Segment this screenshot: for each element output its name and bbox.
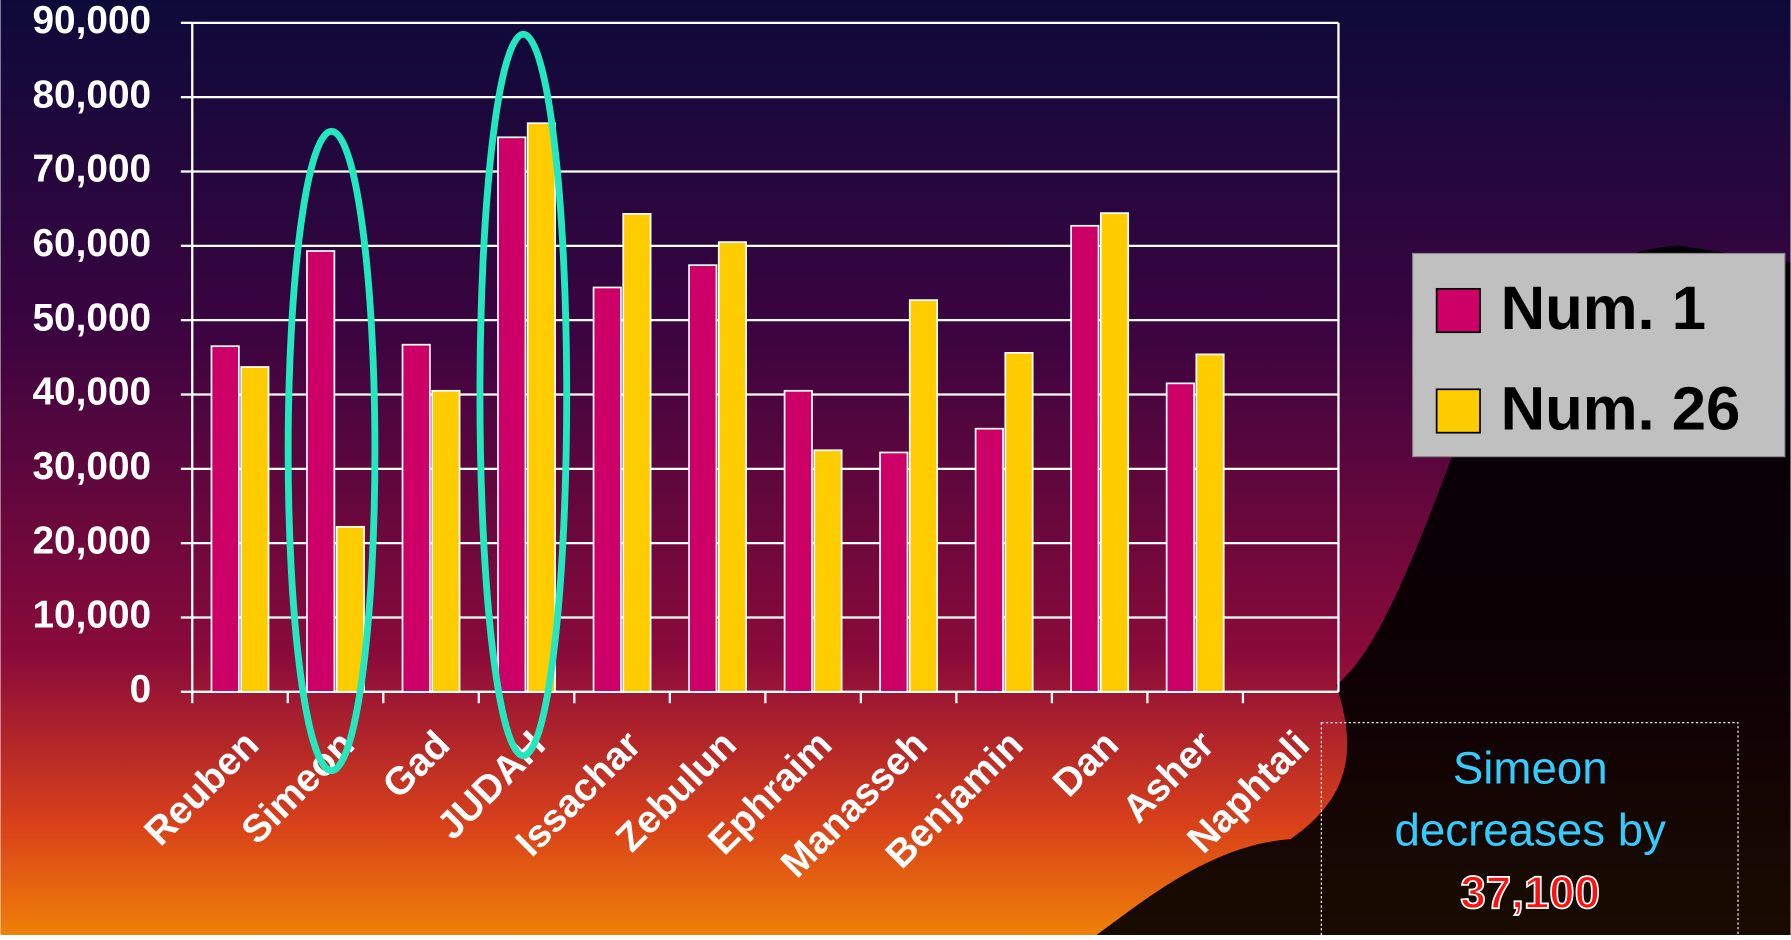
legend-label: Num. 26 bbox=[1501, 375, 1741, 444]
y-tick-label: 0 bbox=[130, 668, 152, 711]
y-tick-label: 30,000 bbox=[32, 445, 151, 488]
y-tick-label: 40,000 bbox=[32, 371, 151, 414]
highlight-ellipse bbox=[476, 30, 571, 760]
y-tick-label: 50,000 bbox=[32, 296, 151, 339]
bar bbox=[879, 451, 909, 693]
legend-swatch bbox=[1435, 287, 1481, 334]
bar bbox=[1070, 224, 1100, 693]
bar bbox=[783, 389, 813, 693]
bar bbox=[335, 525, 365, 693]
legend-swatch bbox=[1435, 388, 1481, 434]
bar bbox=[813, 449, 843, 693]
bar bbox=[592, 286, 622, 693]
bar bbox=[401, 343, 431, 693]
y-tick-label: 70,000 bbox=[32, 148, 151, 191]
bar bbox=[688, 264, 718, 693]
y-tick-label: 60,000 bbox=[32, 222, 151, 265]
bar bbox=[1165, 382, 1195, 693]
bar bbox=[1099, 212, 1130, 693]
bar bbox=[622, 213, 652, 693]
y-tick-label: 80,000 bbox=[32, 73, 151, 116]
annotation: Simeon decreases by bbox=[1394, 743, 1666, 856]
bar bbox=[1004, 352, 1034, 693]
y-tick-label: 20,000 bbox=[32, 519, 151, 562]
bar bbox=[1195, 353, 1225, 693]
bar bbox=[717, 241, 747, 693]
bar bbox=[497, 136, 527, 693]
bar bbox=[526, 122, 556, 693]
bar bbox=[210, 345, 240, 693]
bar bbox=[431, 389, 461, 693]
annotation-value: 37,100 bbox=[1460, 867, 1600, 918]
bar bbox=[908, 299, 939, 693]
bar bbox=[306, 250, 336, 693]
y-tick-label: 10,000 bbox=[32, 594, 151, 637]
bar bbox=[240, 366, 270, 693]
highlight-ellipse bbox=[284, 127, 379, 775]
bar bbox=[974, 427, 1004, 693]
y-tick-label: 90,000 bbox=[32, 0, 151, 42]
legend-label: Num. 1 bbox=[1501, 274, 1706, 343]
